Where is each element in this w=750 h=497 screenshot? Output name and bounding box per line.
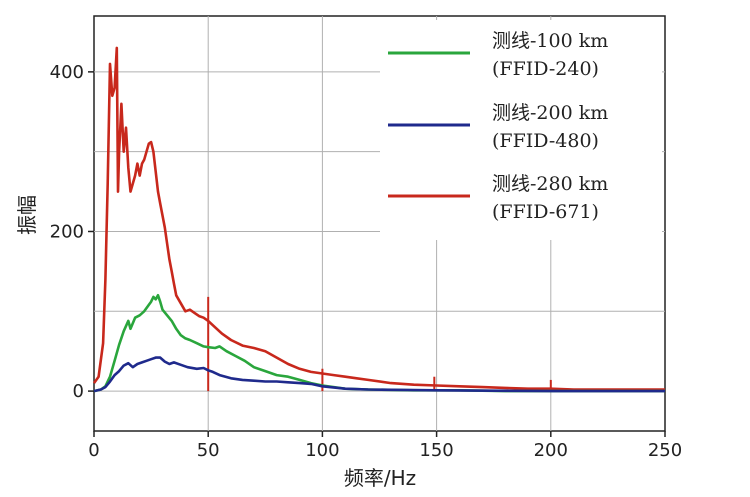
legend-box xyxy=(380,20,662,240)
y-tick-label: 200 xyxy=(50,221,84,242)
y-tick-label: 0 xyxy=(73,381,84,402)
axis-ticks: 0 50 100 150 200 250 0 200 400 xyxy=(50,62,683,461)
legend-sublabel-3: (FFID-671) xyxy=(492,201,599,223)
x-tick-label: 250 xyxy=(648,440,682,461)
x-tick-label: 100 xyxy=(305,440,339,461)
x-tick-label: 0 xyxy=(88,440,99,461)
x-tick-label: 200 xyxy=(534,440,568,461)
series-line-3 xyxy=(92,46,665,391)
series-lines xyxy=(92,46,665,393)
x-axis-label: 频率/Hz xyxy=(344,466,416,490)
legend-sublabel-1: (FFID-240) xyxy=(492,58,599,80)
x-tick-label: 150 xyxy=(419,440,453,461)
series-line-2 xyxy=(93,356,665,393)
legend-label-3: 测线-280 km xyxy=(492,173,608,195)
legend-sublabel-2: (FFID-480) xyxy=(492,130,599,152)
x-tick-label: 50 xyxy=(197,440,220,461)
legend-label-2: 测线-200 km xyxy=(492,102,608,124)
legend: 测线-100 km (FFID-240) 测线-200 km (FFID-480) 测线… xyxy=(388,30,608,223)
legend-label-1: 测线-100 km xyxy=(492,30,608,52)
y-tick-label: 400 xyxy=(50,62,84,83)
y-axis-label: 振幅 xyxy=(15,195,39,235)
